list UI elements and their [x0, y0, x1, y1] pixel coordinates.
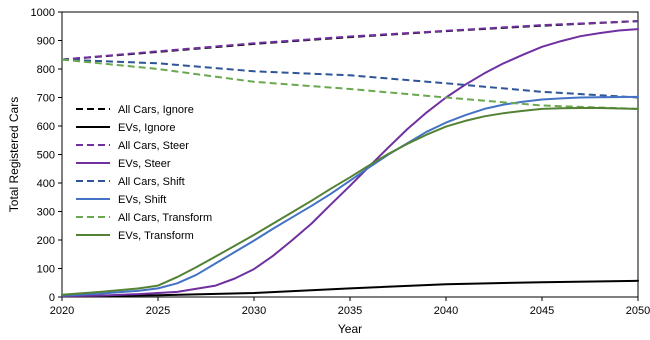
x-axis-title: Year [338, 322, 362, 336]
y-tick-label: 300 [37, 207, 55, 219]
y-tick-label: 200 [37, 235, 55, 247]
y-tick-label: 900 [37, 36, 55, 48]
legend-label: All Cars, Ignore [118, 104, 194, 116]
y-tick-label: 0 [49, 292, 55, 304]
legend-label: EVs, Transform [118, 230, 194, 242]
legend: All Cars, Ignore EVs, Ignore All Cars, Ste… [72, 97, 224, 251]
y-tick-label: 1000 [31, 7, 55, 19]
x-tick-label: 2050 [626, 305, 650, 317]
legend-label: All Cars, Steer [118, 140, 189, 152]
legend-label: All Cars, Transform [118, 212, 212, 224]
series-line-4 [61, 58, 639, 99]
y-tick-label: 500 [37, 150, 55, 162]
y-axis-title: Total Registered Cars [7, 97, 21, 212]
x-tick-label: 2040 [434, 305, 458, 317]
legend-box [72, 97, 224, 251]
series-line-7 [61, 107, 639, 296]
legend-label: EVs, Ignore [118, 122, 175, 134]
x-tick-label: 2030 [242, 305, 266, 317]
y-tick-label: 800 [37, 64, 55, 76]
x-tick-label: 2020 [50, 305, 74, 317]
series-line-6 [61, 58, 639, 110]
y-tick-label: 100 [37, 264, 55, 276]
x-tick-label: 2025 [146, 305, 170, 317]
y-tick-label: 700 [37, 93, 55, 105]
axes: 0 100 200 300 400 500 600 700 800 900 1000 2020 2025… [31, 7, 650, 317]
legend-label: All Cars, Shift [118, 176, 185, 188]
legend-label: EVs, Shift [118, 194, 166, 206]
legend-label: EVs, Steer [118, 158, 171, 170]
series-line-1 [61, 279, 639, 298]
series-line-0 [61, 20, 639, 61]
y-tick-label: 400 [37, 178, 55, 190]
series-line-5 [61, 95, 639, 297]
series-layer [61, 20, 639, 298]
x-tick-label: 2045 [530, 305, 554, 317]
series-line-3 [61, 28, 639, 298]
y-tick-label: 600 [37, 121, 55, 133]
series-line-2 [61, 20, 639, 61]
x-tick-label: 2035 [338, 305, 362, 317]
